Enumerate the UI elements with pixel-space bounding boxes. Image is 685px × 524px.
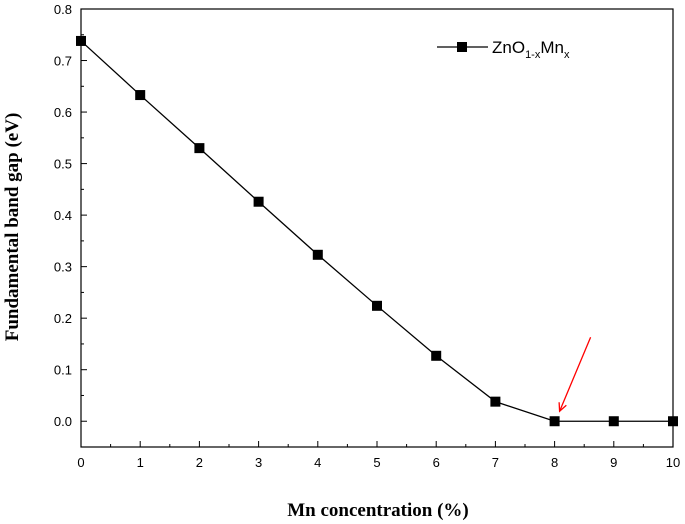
ticks-layer: 0 1 2 3 4 5 6 7 8 9 10 0.0 0.1 0.2 0.3 0.4 0.5 0.6 0.7 0.8 [54,2,680,470]
x-tick-label: 1 [137,455,144,470]
legend-label-mid: Mn [540,38,564,57]
y-tick-label: 0.1 [54,363,72,378]
y-tick-label: 0.0 [54,414,72,429]
series-line [80,40,673,422]
x-tick-label: 5 [373,455,380,470]
y-tick-label: 0.5 [54,157,72,172]
data-point [608,416,619,427]
x-tick-label: 10 [666,455,680,470]
y-tick-label: 0.7 [54,54,72,69]
data-point [549,416,560,427]
x-tick-label: 0 [77,455,84,470]
data-point [135,90,146,101]
x-tick-label: 9 [610,455,617,470]
legend-label: ZnO1-xMnx [492,38,570,61]
y-tick-label: 0.4 [54,208,72,223]
legend-marker [457,42,467,52]
annotation-arrow-shaft [559,336,592,412]
x-tick-label: 6 [433,455,440,470]
x-tick-label: 2 [196,455,203,470]
x-tick-label: 4 [314,455,321,470]
x-tick-label: 3 [255,455,262,470]
x-tick-label: 8 [551,455,558,470]
y-tick-label: 0.8 [54,2,72,17]
data-point [490,396,501,407]
data-point [312,249,323,260]
plot-frame [80,8,674,448]
data-point [194,143,205,154]
x-axis-title: Mn concentration (%) [287,500,469,521]
data-point [372,300,382,311]
y-axis-title: Fundamental band gap (eV) [2,113,23,342]
x-tick-label: 7 [492,455,499,470]
data-point [253,196,264,207]
legend-label-base: ZnO [492,38,525,57]
y-tick-label: 0.2 [54,311,72,326]
series-layer [76,35,678,427]
annotation-arrow-head [558,402,567,413]
data-point [431,350,442,361]
y-tick-label: 0.3 [54,260,72,275]
annotation-layer [558,336,592,413]
legend: ZnO1-xMnx [437,38,570,61]
legend-label-sub2: x [564,49,570,61]
y-tick-label: 0.6 [54,105,72,120]
legend-label-sub1: 1-x [525,49,541,61]
